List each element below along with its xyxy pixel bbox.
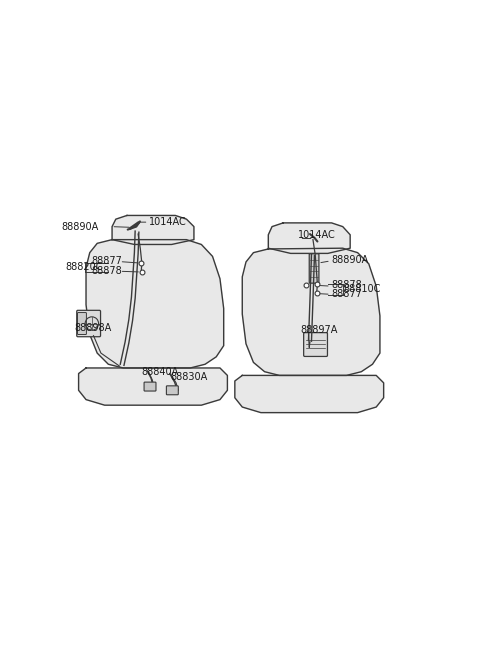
Text: 88820C: 88820C <box>66 262 103 272</box>
Text: 1014AC: 1014AC <box>298 230 336 240</box>
Text: 88840A: 88840A <box>141 367 179 377</box>
Text: 88878: 88878 <box>92 265 122 276</box>
Text: 88877: 88877 <box>92 256 122 266</box>
FancyBboxPatch shape <box>77 310 100 337</box>
Text: 88897A: 88897A <box>300 325 337 335</box>
Text: 1014AC: 1014AC <box>149 217 187 227</box>
Polygon shape <box>268 223 350 253</box>
Text: 88830A: 88830A <box>171 372 208 383</box>
Text: 88890A: 88890A <box>62 221 99 232</box>
Polygon shape <box>235 375 384 413</box>
Polygon shape <box>79 368 228 405</box>
Text: 88898A: 88898A <box>74 323 111 333</box>
Polygon shape <box>242 248 380 375</box>
FancyBboxPatch shape <box>77 312 86 335</box>
Text: 88877: 88877 <box>332 289 362 299</box>
Polygon shape <box>112 215 194 244</box>
FancyBboxPatch shape <box>304 333 327 356</box>
Text: 88810C: 88810C <box>344 284 381 294</box>
FancyBboxPatch shape <box>167 386 178 395</box>
FancyBboxPatch shape <box>309 253 319 283</box>
FancyBboxPatch shape <box>144 382 156 391</box>
Polygon shape <box>86 240 224 368</box>
Text: 88890A: 88890A <box>332 255 369 265</box>
Text: 88878: 88878 <box>332 280 362 290</box>
